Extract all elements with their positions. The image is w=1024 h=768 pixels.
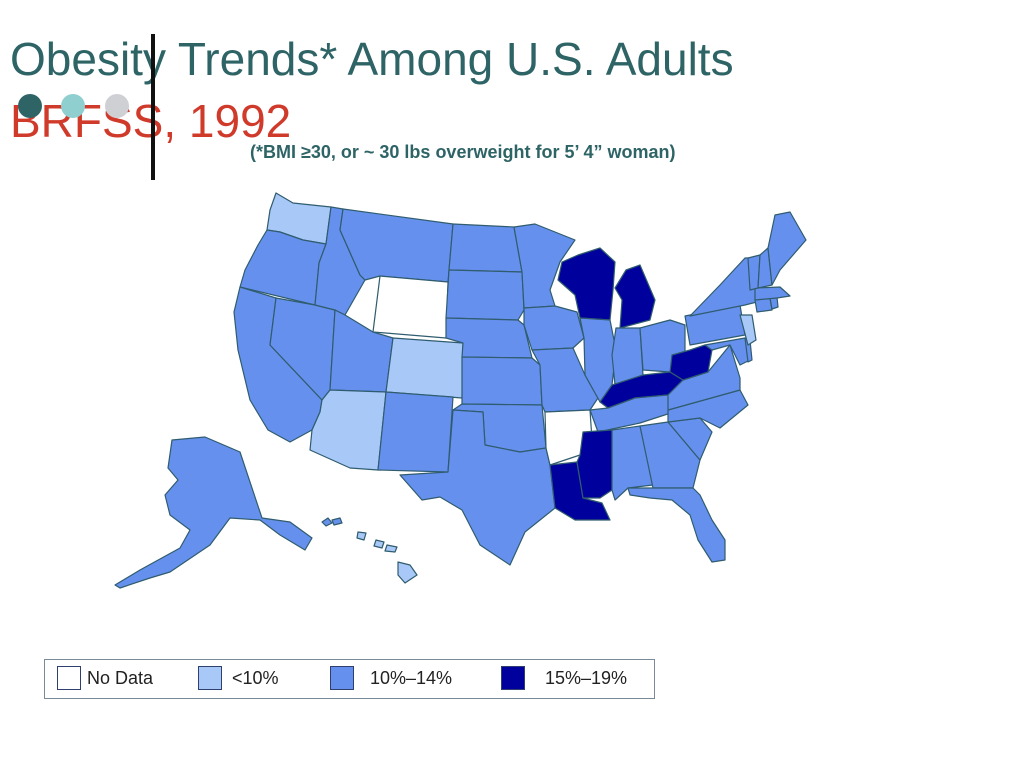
state-co <box>385 337 464 399</box>
state-va <box>667 344 741 411</box>
state-ga <box>639 421 701 489</box>
state-wi <box>557 247 616 321</box>
state-ak-island-2 <box>331 517 343 526</box>
slide-title: Obesity Trends* Among U.S. Adults <box>10 33 734 85</box>
state-nd <box>448 223 523 273</box>
state-mn <box>513 223 576 309</box>
state-ak-island-1 <box>321 517 333 527</box>
state-hi-island-1 <box>356 531 367 541</box>
legend-label-no-data: No Data <box>87 668 154 688</box>
state-sd <box>445 269 525 321</box>
state-hi <box>397 561 418 584</box>
state-ak <box>114 436 313 589</box>
legend-swatch-15-19 <box>501 666 525 690</box>
state-az <box>309 389 387 471</box>
state-ks <box>461 356 543 406</box>
slide-subtitle: BRFSS, 1992 <box>10 95 292 147</box>
state-wy <box>372 275 449 339</box>
legend-label-10-14: 10%–14% <box>370 668 453 688</box>
state-hi-island-3 <box>384 544 398 553</box>
decor-vertical-line <box>151 34 155 180</box>
legend-swatch-no-data <box>57 666 81 690</box>
state-mi <box>614 264 656 329</box>
legend-label-15-19: 15%–19% <box>545 668 628 688</box>
state-nm <box>377 391 454 473</box>
decor-dot-gray <box>105 94 129 118</box>
state-me <box>767 211 807 286</box>
state-hi-island-2 <box>373 539 385 549</box>
legend: No Data <10% 10%–14% 15%–19% <box>44 659 655 699</box>
state-ms <box>576 429 613 499</box>
legend-swatch-lt10 <box>198 666 222 690</box>
legend-label-lt10: <10% <box>232 668 279 688</box>
state-fl <box>627 487 726 563</box>
state-ma <box>754 286 791 301</box>
state-nj <box>739 314 757 346</box>
decor-dot-dark <box>18 94 42 118</box>
state-tx <box>399 409 556 566</box>
bmi-footnote: (*BMI ≥30, or ~ 30 lbs overweight for 5’… <box>250 142 676 162</box>
decor-dot-teal <box>61 94 85 118</box>
legend-swatch-10-14 <box>330 666 354 690</box>
state-ia <box>523 305 585 351</box>
